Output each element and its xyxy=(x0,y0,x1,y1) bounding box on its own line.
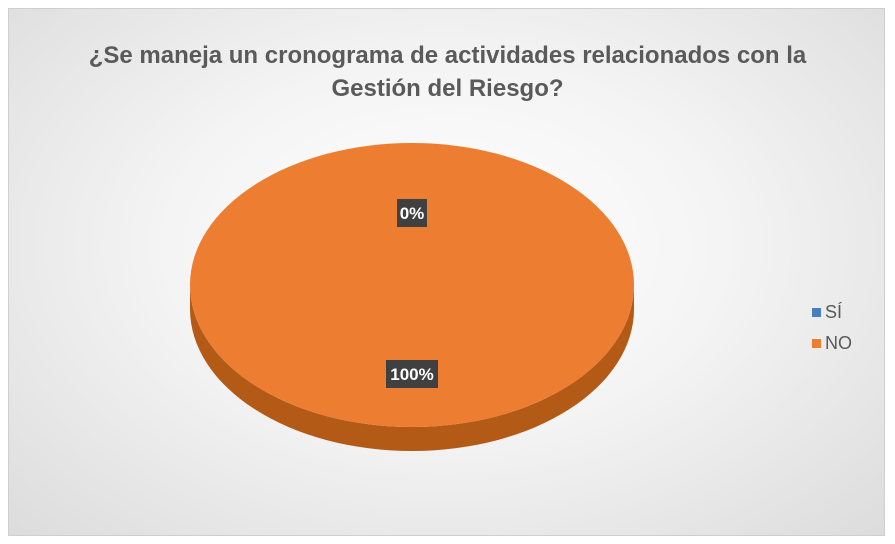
legend-swatch-si xyxy=(812,308,821,317)
data-label-box-2 xyxy=(386,360,438,388)
legend-swatch-no xyxy=(812,339,821,348)
data-label-2: 100% xyxy=(386,360,438,388)
legend-label-no: NO xyxy=(825,333,852,353)
data-label-text-1: 0% xyxy=(400,204,425,223)
data-label-text-2: 100% xyxy=(390,365,433,384)
legend: SÍ NO xyxy=(812,297,852,359)
legend-item-no: NO xyxy=(812,328,852,359)
legend-item-si: SÍ xyxy=(812,297,852,328)
chart-title: ¿Se maneja un cronograma de actividades … xyxy=(88,42,807,102)
pie-side xyxy=(190,285,634,451)
data-label-1: 0% xyxy=(397,199,427,227)
data-label-box-1 xyxy=(397,199,427,227)
legend-label-si: SÍ xyxy=(825,302,843,322)
pie-slice-no xyxy=(190,143,634,427)
